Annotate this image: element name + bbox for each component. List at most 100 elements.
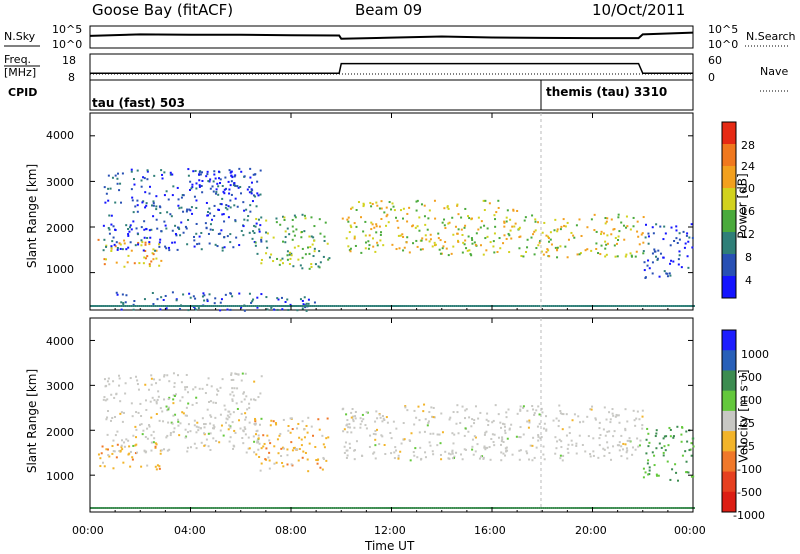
velocity-panel-ground-pixel: [315, 507, 318, 509]
velocity-panel-pixel: [453, 433, 456, 436]
power-panel-pixel: [313, 239, 316, 242]
power-panel-ground-pixel: [439, 305, 442, 307]
power-panel-pixel: [229, 308, 232, 311]
velocity-panel-ground-pixel: [154, 507, 157, 509]
velocity-panel-pixel: [501, 438, 504, 441]
velocity-panel-pixel: [222, 434, 225, 437]
velocity-panel-ground-pixel: [351, 507, 354, 509]
power-panel-pixel: [374, 250, 377, 253]
power-panel-ground-pixel: [680, 305, 683, 307]
power-panel-ground-pixel: [365, 305, 368, 307]
power-panel-pixel: [158, 245, 161, 248]
velocity-panel-pixel: [194, 386, 197, 389]
power-panel-pixel: [579, 252, 582, 255]
velocity-panel-pixel: [231, 399, 234, 402]
velocity-cbar-frame: [721, 329, 737, 513]
velocity-panel-pixel: [150, 377, 153, 380]
nsky-tick-low: 10^0: [52, 38, 83, 51]
power-panel-pixel: [428, 240, 431, 243]
power-panel-pixel: [405, 241, 408, 244]
velocity-panel-pixel: [233, 429, 236, 432]
power-panel-pixel: [217, 193, 220, 196]
power-panel-pixel: [234, 197, 237, 200]
power-panel-pixel: [533, 230, 536, 233]
velocity-panel-pixel: [103, 378, 106, 381]
velocity-panel-pixel: [136, 451, 139, 454]
velocity-panel-pixel: [257, 434, 260, 437]
power-panel-pixel: [231, 176, 234, 179]
velocity-panel-pixel: [150, 374, 153, 377]
power-panel-ground-pixel: [650, 305, 653, 307]
velocity-panel-pixel: [180, 381, 183, 384]
velocity-panel-pixel: [653, 464, 656, 467]
power-panel-pixel: [371, 223, 374, 226]
power-panel-pixel: [663, 270, 666, 273]
power-panel-ground-pixel: [184, 305, 187, 307]
power-panel-pixel: [110, 249, 113, 252]
power-panel-pixel: [555, 247, 558, 250]
power-panel-pixel: [297, 245, 300, 248]
power-panel-pixel: [289, 303, 292, 306]
power-panel-ground-pixel: [506, 305, 509, 307]
velocity-panel-ground-pixel: [471, 507, 474, 509]
power-panel-pixel: [486, 227, 489, 230]
power-panel-pixel: [492, 245, 495, 248]
velocity-panel-ground-pixel: [212, 507, 215, 509]
velocity-panel-ground-pixel: [335, 507, 338, 509]
velocity-panel-pixel: [373, 451, 376, 454]
power-panel-pixel: [301, 247, 304, 250]
velocity-panel-pixel: [286, 454, 289, 457]
velocity-panel-pixel: [310, 425, 313, 428]
velocity-panel-ground-pixel: [670, 507, 673, 509]
velocity-panel-pixel: [146, 464, 149, 467]
power-panel-pixel: [220, 298, 223, 301]
power-panel-pixel: [530, 236, 533, 239]
power-panel-pixel: [260, 238, 263, 241]
power-panel-ground-pixel: [676, 305, 679, 307]
power-panel-ground-pixel: [305, 305, 308, 307]
velocity-cbar-swatch: [722, 330, 736, 351]
power-panel-pixel: [181, 194, 184, 197]
power-panel-pixel: [107, 226, 110, 229]
power-panel-pixel: [299, 264, 302, 267]
power-panel-pixel: [625, 215, 628, 218]
velocity-panel-ground-pixel: [361, 507, 364, 509]
power-panel-ground-pixel: [644, 305, 647, 307]
power-panel-pixel: [545, 234, 548, 237]
velocity-panel-pixel: [130, 402, 133, 405]
vel-cbar-tick-100: 100: [741, 394, 762, 407]
power-panel-pixel: [305, 309, 308, 312]
power-panel-pixel: [120, 201, 123, 204]
freq-panel-frame: [89, 53, 694, 81]
power-panel-ground-pixel: [216, 305, 219, 307]
velocity-panel-pixel: [216, 393, 219, 396]
power-panel-pixel: [638, 243, 641, 246]
power-panel-ground-pixel: [313, 305, 316, 307]
velocity-panel-pixel: [592, 437, 595, 440]
velocity-panel-ground-pixel: [399, 507, 402, 509]
power-panel-pixel: [270, 253, 273, 256]
velocity-panel-pixel: [163, 448, 166, 451]
power-panel-pixel: [452, 245, 455, 248]
velocity-panel-pixel: [459, 421, 462, 424]
power-panel-pixel: [518, 236, 521, 239]
velocity-panel-pixel: [618, 421, 621, 424]
power-panel-pixel: [131, 199, 134, 202]
velocity-panel-pixel: [581, 443, 584, 446]
power-panel-pixel: [643, 261, 646, 264]
velocity-panel-pixel: [301, 420, 304, 423]
power-panel-pixel: [266, 246, 269, 249]
power-panel-pixel: [348, 231, 351, 234]
power-panel-pixel: [260, 236, 263, 239]
velocity-panel-pixel: [631, 453, 634, 456]
velocity-panel-pixel: [140, 415, 143, 418]
power-panel-pixel: [160, 230, 163, 233]
power-panel-pixel: [130, 188, 133, 191]
power-panel-pixel: [559, 228, 562, 231]
velocity-panel-pixel: [129, 465, 132, 468]
velocity-panel-pixel: [210, 385, 213, 388]
velocity-panel-pixel: [606, 430, 609, 433]
velocity-panel-pixel: [139, 423, 142, 426]
power-panel-pixel: [477, 216, 480, 219]
velocity-panel-pixel: [269, 424, 272, 427]
